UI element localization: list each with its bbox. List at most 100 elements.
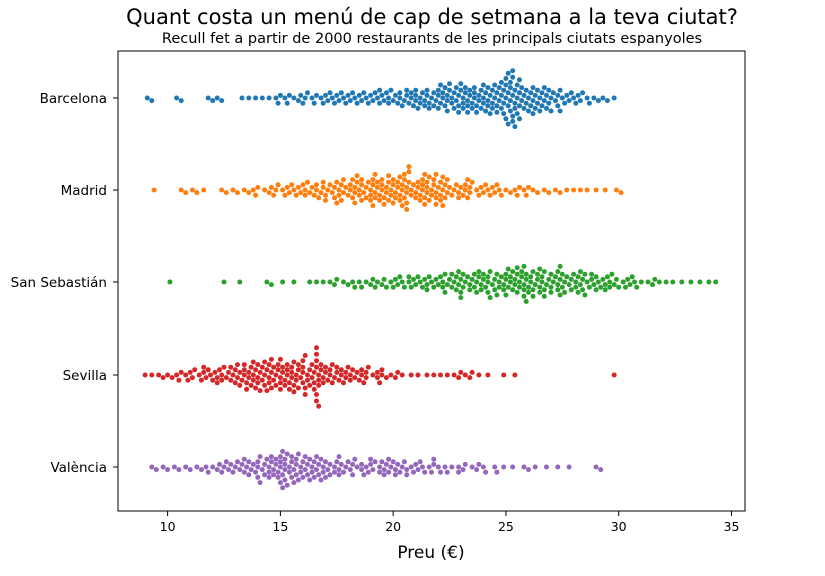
point-madrid-73: [359, 177, 365, 183]
point-val-ncia-60: [282, 467, 288, 473]
point-san-sebasti-n-113: [514, 265, 520, 271]
point-val-ncia-33: [255, 464, 261, 470]
point-val-ncia-4: [171, 464, 177, 470]
point-sevilla-141: [332, 375, 337, 381]
point-val-ncia-55: [277, 454, 283, 460]
point-val-ncia-133: [381, 472, 387, 478]
point-san-sebasti-n-193: [616, 284, 622, 290]
point-barcelona-78: [415, 105, 421, 111]
point-san-sebasti-n-161: [566, 282, 572, 288]
point-barcelona-185: [514, 95, 520, 101]
point-madrid-184: [483, 182, 489, 188]
point-san-sebasti-n-202: [645, 279, 651, 285]
point-madrid-159: [440, 174, 446, 180]
point-val-ncia-113: [343, 464, 349, 470]
point-madrid-5: [201, 187, 207, 193]
point-val-ncia-100: [323, 459, 328, 465]
point-madrid-151: [433, 195, 439, 201]
point-val-ncia-27: [244, 464, 250, 470]
point-sevilla-139: [329, 380, 335, 386]
point-barcelona-220: [548, 108, 554, 114]
point-barcelona-118: [460, 100, 466, 106]
point-val-ncia-14: [217, 461, 222, 467]
point-madrid-141: [424, 190, 430, 196]
y-tick-label-0: Barcelona: [40, 91, 107, 107]
point-san-sebasti-n-42: [422, 276, 428, 282]
point-san-sebasti-n-123: [523, 271, 529, 277]
point-san-sebasti-n-97: [498, 274, 504, 280]
point-madrid-83: [370, 203, 376, 209]
point-sevilla-18: [203, 375, 209, 381]
point-madrid-67: [354, 179, 360, 185]
point-val-ncia-128: [372, 459, 378, 465]
point-barcelona-93: [435, 87, 441, 93]
point-sevilla-55: [255, 375, 261, 381]
point-val-ncia-20: [230, 469, 236, 475]
point-barcelona-129: [471, 95, 477, 101]
point-barcelona-46: [359, 98, 365, 104]
point-madrid-189: [494, 182, 500, 188]
point-barcelona-119: [460, 105, 466, 111]
point-val-ncia-92: [314, 467, 319, 473]
point-val-ncia-156: [431, 461, 437, 467]
point-val-ncia-76: [295, 477, 301, 483]
point-barcelona-60: [386, 100, 392, 106]
point-madrid-75: [363, 184, 369, 190]
point-barcelona-117: [460, 95, 466, 101]
point-barcelona-66: [397, 90, 403, 96]
point-sevilla-34: [232, 367, 238, 373]
point-sevilla-19: [205, 367, 211, 373]
point-madrid-137: [420, 177, 425, 183]
point-sevilla-115: [309, 375, 315, 381]
point-san-sebasti-n-12: [334, 276, 340, 282]
point-barcelona-85: [424, 87, 430, 93]
point-sevilla-56: [255, 380, 261, 386]
point-sevilla-158: [359, 367, 365, 373]
point-val-ncia-38: [259, 467, 265, 473]
point-sevilla-66: [264, 388, 270, 394]
point-madrid-52: [336, 187, 342, 193]
point-madrid-128: [411, 182, 416, 188]
point-sevilla-136: [325, 377, 331, 383]
point-sevilla-9: [183, 372, 189, 378]
point-san-sebasti-n-156: [559, 284, 565, 290]
point-val-ncia-79: [298, 469, 304, 475]
point-barcelona-39: [343, 100, 349, 106]
point-val-ncia-166: [462, 461, 468, 467]
point-san-sebasti-n-208: [679, 279, 685, 285]
point-sevilla-142: [334, 369, 340, 375]
point-san-sebasti-n-180: [593, 274, 599, 280]
y-tick-label-3: Sevilla: [63, 368, 107, 384]
point-sevilla-23: [214, 375, 220, 381]
point-madrid-42: [320, 179, 326, 185]
point-madrid-95: [381, 201, 387, 207]
point-san-sebasti-n-2: [237, 279, 243, 285]
point-san-sebasti-n-1: [221, 279, 227, 285]
point-val-ncia-11: [205, 469, 211, 475]
point-madrid-174: [462, 182, 468, 188]
point-san-sebasti-n-147: [548, 289, 554, 295]
point-san-sebasti-n-59: [451, 279, 457, 285]
point-sevilla-107: [300, 358, 306, 364]
point-barcelona-218: [546, 87, 552, 93]
point-sevilla-151: [347, 372, 353, 378]
point-sevilla-167: [379, 372, 385, 378]
point-sevilla-120: [314, 364, 319, 370]
point-sevilla-97: [291, 389, 297, 395]
point-sevilla-26: [219, 372, 225, 378]
point-barcelona-216: [544, 105, 549, 111]
point-barcelona-133: [474, 109, 480, 115]
point-val-ncia-31: [250, 461, 256, 467]
point-val-ncia-172: [492, 464, 498, 470]
point-val-ncia-12: [210, 464, 216, 470]
point-san-sebasti-n-72: [467, 287, 473, 293]
point-madrid-163: [444, 190, 450, 196]
y-tick-label-1: Madrid: [61, 183, 107, 199]
point-sevilla-174: [408, 372, 414, 378]
point-madrid-104: [390, 177, 396, 183]
point-barcelona-18: [286, 92, 292, 98]
point-sevilla-144: [336, 377, 342, 383]
point-sevilla-47: [246, 369, 252, 375]
point-barcelona-191: [517, 116, 522, 122]
point-san-sebasti-n-201: [638, 279, 644, 285]
